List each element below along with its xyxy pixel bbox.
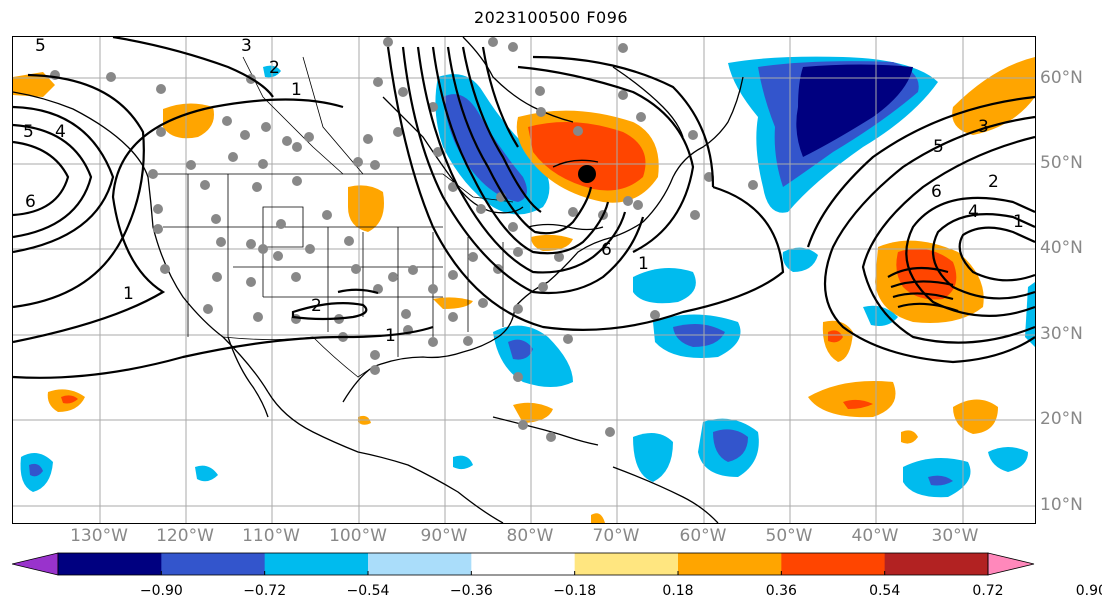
lon-label: 100°W [329, 526, 387, 546]
lon-label: 90°W [420, 526, 468, 546]
lat-label: 50°N [1040, 153, 1083, 173]
shade-orange [163, 103, 214, 139]
colorbar [12, 552, 1035, 576]
shade-navy [796, 64, 913, 157]
contour-labels: 5 4 6 3 2 1 1 2 1 6 5 6 5 4 3 2 1 1 [23, 37, 1024, 346]
shade-orange [808, 381, 896, 418]
shade-cyan [988, 447, 1028, 472]
shade-orange [531, 234, 573, 251]
contour-label: 2 [988, 172, 999, 192]
colorbar-tick-label: 0.36 [765, 583, 797, 599]
colorbar-extend-low [12, 552, 59, 576]
colorbar-tick-label: −0.90 [139, 583, 183, 599]
shade-cyan [195, 465, 218, 482]
contour-lines [13, 37, 1035, 379]
colorbar-segment [161, 553, 266, 575]
contour-label: 5 [35, 37, 46, 56]
lon-label: 40°W [851, 526, 899, 546]
colorbar-tick-label: 0.72 [972, 583, 1004, 599]
colorbar-segment [678, 553, 782, 575]
lat-label: 10°N [1040, 495, 1083, 515]
shade-royalblue [443, 94, 527, 202]
lon-label: 120°W [156, 526, 214, 546]
contour-label: 1 [638, 254, 649, 274]
map-svg: 5 4 6 3 2 1 1 2 1 6 5 6 5 4 3 2 1 1 [13, 37, 1035, 523]
lon-label: 130°W [70, 526, 128, 546]
contour-label: 1 [123, 284, 134, 304]
colorbar-tick-label: 0.18 [662, 583, 694, 599]
lat-label: 40°N [1040, 238, 1083, 258]
colorbar-segment [471, 553, 576, 575]
colorbar-tick-label: 0.54 [869, 583, 901, 599]
contour-label: 3 [241, 37, 252, 56]
colorbar-segment [264, 553, 369, 575]
shade-orange [513, 402, 553, 423]
lat-label: 20°N [1040, 409, 1083, 429]
contour-label: 4 [968, 202, 979, 222]
shade-cyan [453, 455, 473, 470]
lon-label: 80°W [506, 526, 554, 546]
shade-orange [901, 430, 918, 444]
shade-red [896, 248, 957, 300]
contour-label: 2 [269, 58, 280, 78]
map-title: 2023100500 F096 [473, 8, 629, 27]
shade-red [843, 399, 873, 409]
contour-label: 4 [55, 122, 66, 142]
shade-royalblue [713, 429, 748, 462]
contour-label: 6 [601, 240, 612, 260]
colorbar-frame [57, 552, 989, 576]
lon-label: 50°W [765, 526, 813, 546]
shade-orange [433, 297, 473, 309]
shade-cyan [633, 433, 673, 482]
colorbar-tick-label: −0.36 [449, 583, 493, 599]
storm-center-marker [578, 165, 596, 183]
lat-label: 30°N [1040, 324, 1083, 344]
contour-label: 2 [311, 296, 322, 316]
shade-cyan [782, 247, 818, 272]
colorbar-tick-label: −0.72 [243, 583, 287, 599]
shade-orange [591, 513, 605, 523]
colorbar-tick-label: −0.54 [346, 583, 390, 599]
lon-label: 30°W [931, 526, 979, 546]
contour-label: 1 [1013, 212, 1024, 232]
lon-label: 110°W [242, 526, 300, 546]
graticule [13, 37, 1035, 523]
colorbar-segment [781, 553, 886, 575]
shade-cyan [633, 268, 696, 304]
lat-label: 60°N [1040, 68, 1083, 88]
shade-red [528, 122, 646, 191]
contour-label: 5 [23, 122, 34, 142]
colorbar-segment [368, 553, 472, 575]
shade-cyan [863, 305, 898, 326]
shade-royalblue [29, 463, 43, 477]
colorbar-segment [574, 553, 679, 575]
colorbar-segments [12, 552, 1035, 576]
coastlines [13, 37, 744, 523]
shade-orange [953, 399, 998, 434]
contour-label: 1 [291, 80, 302, 100]
political-borders [153, 56, 514, 378]
shade-royalblue [928, 475, 953, 486]
colorbar-segment [58, 553, 162, 575]
shade-red [61, 395, 78, 404]
map-panel: 5 4 6 3 2 1 1 2 1 6 5 6 5 4 3 2 1 1 [12, 36, 1036, 524]
contour-label: 1 [385, 326, 396, 346]
shade-red [828, 330, 843, 343]
lon-label: 70°W [592, 526, 640, 546]
lon-label: 60°W [679, 526, 727, 546]
shading-layer [13, 56, 1035, 523]
contour-label: 3 [978, 117, 989, 137]
colorbar-tick-label: −0.18 [553, 583, 597, 599]
colorbar-extend-high [987, 552, 1035, 576]
colorbar-tick-label: 0.90 [1075, 583, 1102, 599]
shade-orange [348, 185, 384, 232]
contour-label: 6 [931, 182, 942, 202]
shade-orange [952, 57, 1035, 135]
colorbar-segment [884, 553, 989, 575]
contour-label: 6 [25, 192, 36, 212]
contour-label: 5 [933, 137, 944, 157]
shade-royalblue [508, 339, 533, 360]
